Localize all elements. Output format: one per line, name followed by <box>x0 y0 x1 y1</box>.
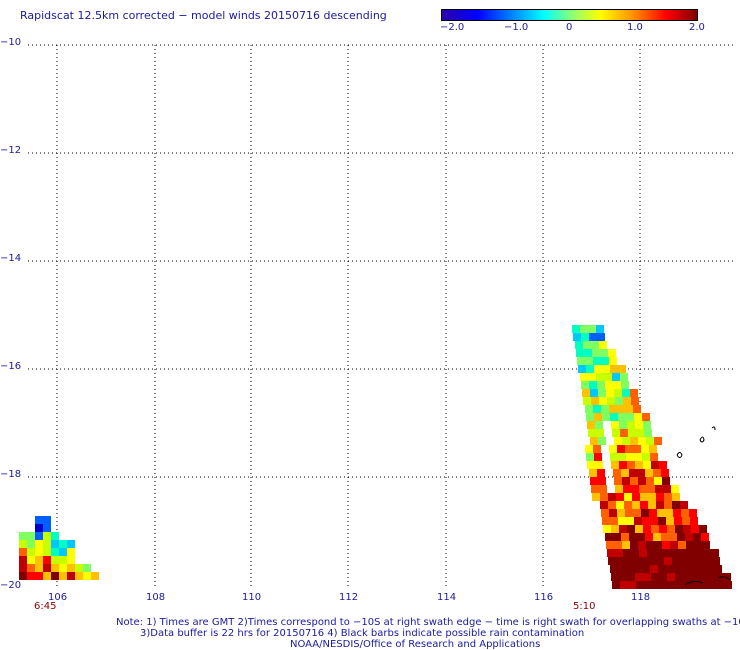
footnote-line-2: 3)Data buffer is 22 hrs for 20150716 4) … <box>140 628 585 639</box>
map-title: Rapidscat 12.5km corrected − model winds… <box>20 9 387 22</box>
wind-swath-left <box>19 516 99 580</box>
lat-label: −12 <box>0 145 22 156</box>
lon-label: 106 <box>48 592 68 603</box>
lon-label: 112 <box>339 592 359 603</box>
footnote-line-3: NOAA/NESDIS/Office of Research and Appli… <box>290 639 541 650</box>
lat-label: −18 <box>0 469 22 480</box>
lon-label: 118 <box>631 592 651 603</box>
colorbar-label: −1.0 <box>504 22 529 33</box>
lon-label: 116 <box>534 592 554 603</box>
lon-label: 110 <box>242 592 262 603</box>
colorbar-label: 1.0 <box>627 22 643 33</box>
coastline <box>676 426 731 586</box>
footnote-line-1: Note: 1) Times are GMT 2)Times correspon… <box>116 617 740 628</box>
lon-label: 108 <box>146 592 166 603</box>
colorbar-label: 2.0 <box>689 22 705 33</box>
lat-label: −16 <box>0 361 22 372</box>
colorbar-label: 0 <box>566 22 573 33</box>
colorbar-label: −2.0 <box>440 22 465 33</box>
lat-label: −14 <box>0 253 22 264</box>
swath-time-label: 6:45 <box>34 601 57 612</box>
lat-label: −20 <box>0 580 22 591</box>
swath-time-label: 5:10 <box>573 601 596 612</box>
colorbar <box>441 9 698 21</box>
lon-label: 114 <box>437 592 457 603</box>
lat-label: −10 <box>0 37 22 48</box>
wind-swath-right <box>572 325 732 589</box>
